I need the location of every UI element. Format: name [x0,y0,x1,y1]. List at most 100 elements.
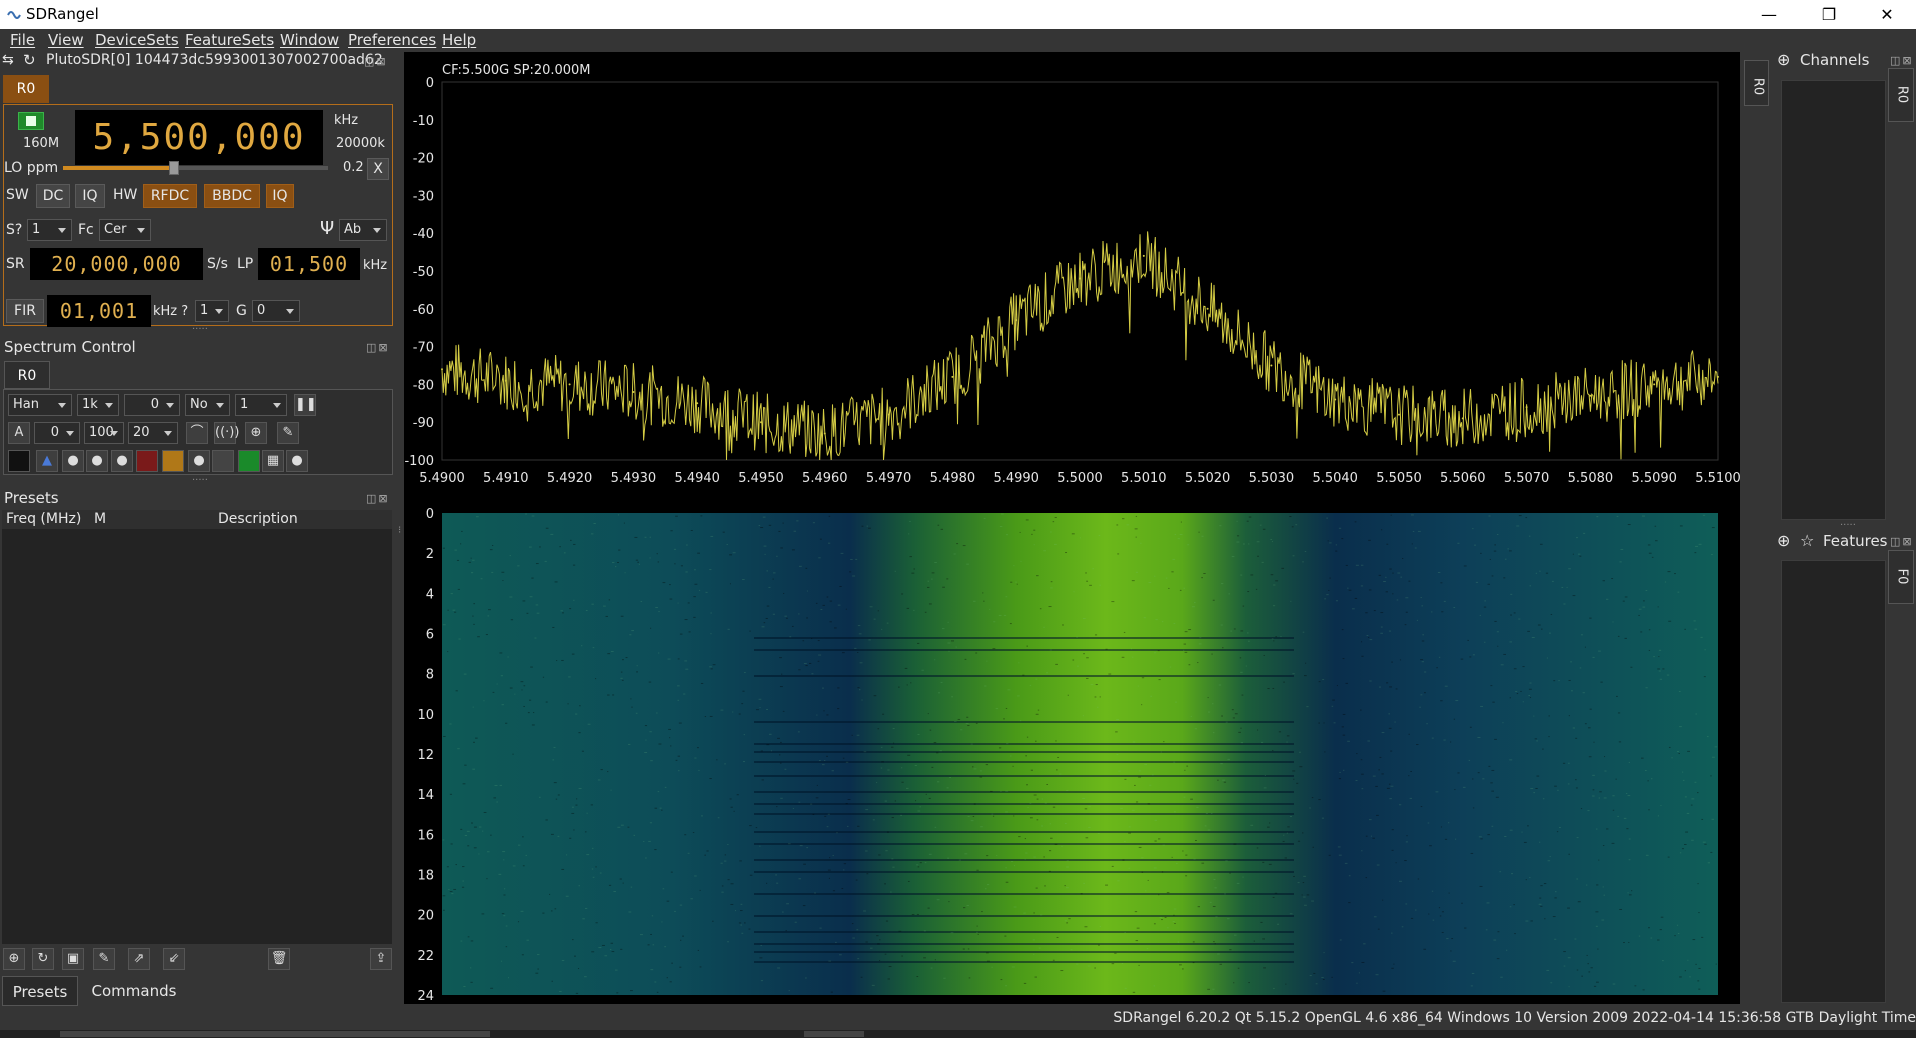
waterfall-3d-icon[interactable] [212,450,234,472]
averaging-mode-select[interactable]: No [185,394,230,416]
refresh-preset-icon[interactable]: ↻ [32,948,54,970]
ruler-icon[interactable]: ✎ [277,422,299,444]
range-spinner[interactable]: 100 [84,422,124,444]
s-select[interactable]: 1 [27,219,72,241]
save-preset-icon[interactable]: ▣ [62,948,84,970]
top-right-tab-r0[interactable]: R0 [1744,60,1769,106]
right-splitter-handle[interactable]: ····· [1840,520,1856,531]
lo-ppm-slider-handle[interactable] [169,161,180,175]
col-description[interactable]: Description [218,511,298,527]
knob3-icon[interactable]: ● [111,450,133,472]
rfdc-button[interactable]: RFDC [143,184,197,208]
delete-preset-icon[interactable]: 🗑 [268,948,290,970]
iq-button[interactable]: IQ [75,184,105,208]
menu-help[interactable]: Help [442,31,477,49]
features-add-icon[interactable]: ⊕ [1777,531,1791,550]
waterfall-noise [1309,975,1312,977]
dock-splitter-handle-2[interactable]: ····· [192,475,208,486]
close-button[interactable]: ✕ [1880,5,1894,24]
col-mode[interactable]: M [94,511,107,527]
presets-list[interactable] [2,529,392,944]
ref-level-spinner[interactable]: 0 [124,394,180,416]
menu-file[interactable]: File [10,31,36,49]
fir-button[interactable]: FIR [6,299,44,323]
lo-reset-button[interactable]: X [367,158,389,180]
device-dock-buttons[interactable]: ◫⊠ [364,55,388,68]
pause-icon[interactable]: ❚❚ [294,394,317,416]
fc-select[interactable]: Cer [99,219,151,241]
dock-splitter-handle[interactable]: ····· [192,324,208,335]
lp-filter-dial[interactable]: 01,500 [258,248,360,280]
sample-rate-dial[interactable]: 20,000,000 [30,248,203,280]
channels-tab-r0[interactable]: R0 [1888,68,1914,122]
bbdc-button[interactable]: BBDC [204,184,260,208]
features-star-icon[interactable]: ☆ [1800,531,1815,550]
tab-presets[interactable]: Presets [2,976,78,1006]
waterfall[interactable] [442,513,1718,995]
channels-add-icon[interactable]: ⊕ [1777,50,1791,69]
edit-preset-icon[interactable]: ✎ [93,948,115,970]
fir-bandwidth-dial[interactable]: 01,001 [47,295,151,327]
knob1-icon[interactable]: ● [62,450,84,472]
center-frequency-dial[interactable]: 5,500,000 [75,110,323,165]
fir-gain-select[interactable]: 1 [195,300,229,322]
waterfall-noise [523,685,526,687]
crosshair-icon[interactable]: ⊕ [245,422,267,444]
averaging-select[interactable]: 1 [235,394,287,416]
export-preset-icon[interactable]: ⇗ [128,948,150,970]
menu-window[interactable]: Window [280,31,340,49]
presets-dock-buttons[interactable]: ◫⊠ [366,492,390,505]
fft-window-select[interactable]: Han [8,394,72,416]
antenna-select[interactable]: Ab [339,219,387,241]
black-square-icon[interactable] [8,450,30,472]
lo-ppm-slider[interactable] [63,161,328,175]
channels-dock-buttons[interactable]: ◫⊠ [1890,54,1914,67]
device-tab-r0[interactable]: R0 [3,75,49,103]
device-reload-icon[interactable]: ↻ [23,51,36,69]
g-select[interactable]: 0 [252,300,300,322]
waterfall-noise [1171,571,1174,573]
add-preset-icon[interactable]: ⊕ [3,948,25,970]
import-preset-icon[interactable]: ⇙ [163,948,185,970]
waterfall-toggle-icon[interactable] [238,450,260,472]
hw-iq-button[interactable]: IQ [266,184,294,208]
menu-featuresets[interactable]: FeatureSets [185,31,275,49]
max-hold-icon[interactable] [136,450,158,472]
spectrum-tab-r0[interactable]: R0 [4,361,50,389]
menu-preferences[interactable]: Preferences [348,31,437,49]
fft-size-select[interactable]: 1k [77,394,119,416]
waterfall-noise [593,522,596,524]
spectrum-toggle-icon[interactable] [162,450,184,472]
waterfall-noise [863,751,867,753]
tab-commands[interactable]: Commands [91,982,177,1000]
fps-select[interactable]: 20 [128,422,178,444]
waterfall-noise [1520,690,1522,692]
knob2-icon[interactable]: ● [86,450,108,472]
spectrum-view[interactable]: CF:5.500G SP:20.000M 0 -10 -20 -30 -40 -50 -60… [404,52,1741,1004]
waterfall-noise [1220,624,1223,626]
knob4-icon[interactable]: ● [188,450,210,472]
curve-icon[interactable]: ⌒ [186,422,208,444]
spectrum-svg[interactable]: CF:5.500G SP:20.000M 0-10-20-30-40-50-60… [404,52,1741,1004]
features-dock-buttons[interactable]: ◫⊠ [1890,535,1914,548]
auto-scale-button[interactable]: A [8,422,30,444]
spectrum-dock-buttons[interactable]: ◫⊠ [366,341,390,354]
a-spinner[interactable]: 0 [34,422,80,444]
vertical-splitter[interactable]: ⁝ [398,525,402,536]
features-area[interactable] [1781,560,1886,1003]
start-stop-button[interactable] [18,112,44,130]
broadcast-icon[interactable]: ((·)) [214,422,239,444]
peak-icon[interactable]: ▲ [36,450,58,472]
menu-devicesets[interactable]: DeviceSets [95,31,179,49]
grid-icon[interactable]: ▦ [262,450,284,472]
maximize-button[interactable]: ❐ [1821,5,1837,24]
col-freq[interactable]: Freq (MHz) [6,511,82,527]
minimize-button[interactable]: — [1761,5,1777,24]
channels-area[interactable] [1781,80,1886,520]
knob5-icon[interactable]: ● [286,450,308,472]
load-preset-icon[interactable]: ⇪ [370,948,392,970]
features-tab-f0[interactable]: F0 [1888,550,1914,604]
dc-button[interactable]: DC [36,184,70,208]
device-swap-icon[interactable]: ⇆ [2,52,14,68]
menu-view[interactable]: View [48,31,84,49]
